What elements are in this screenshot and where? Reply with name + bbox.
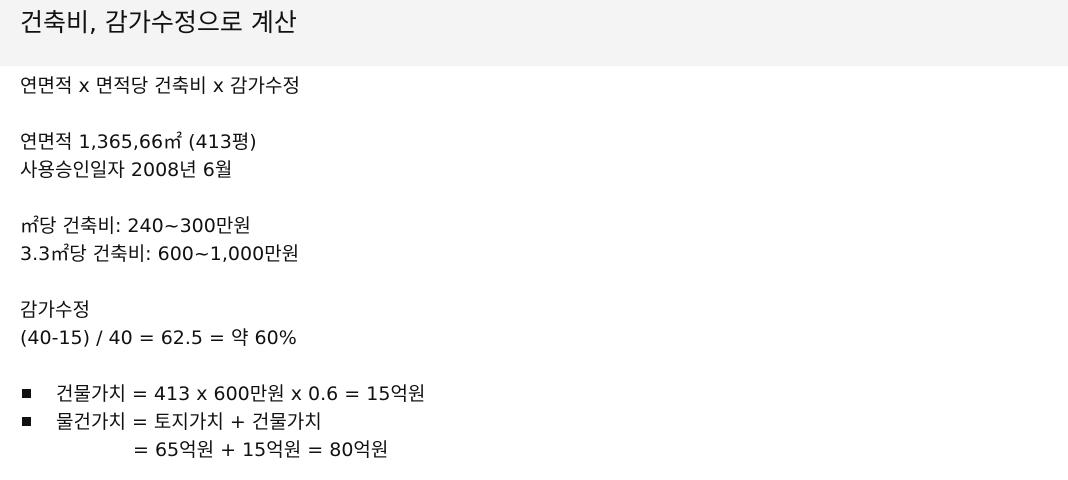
continuation-text: = 65억원 + 15억원 = 80억원 [133,439,389,461]
slide-body: 연면적 x 면적당 건축비 x 감가수정 연면적 1,365,66㎡ (413평… [20,72,1050,464]
cost-per-pyeong-text: 3.3㎡당 건축비: 600~1,000만원 [20,243,300,265]
area-text: 연면적 1,365,66㎡ (413평) [20,131,257,153]
spacer [20,100,1050,128]
approval-date-text: 사용승인일자 2008년 6월 [20,159,233,181]
depreciation-calc-text: (40-15) / 40 = 62.5 = 약 60% [20,327,297,349]
spacer [20,352,1050,380]
slide-title: 건축비, 감가수정으로 계산 [20,8,297,37]
bullet-text: 건물가치 = 413 x 600만원 x 0.6 = 15억원 [56,383,426,405]
cost-per-m2-text: ㎡당 건축비: 240~300만원 [20,215,251,237]
depreciation-heading: 감가수정 [20,299,90,321]
spacer [20,268,1050,296]
bullet-item: 물건가치 = 토지가치 + 건물가치 [20,408,1050,436]
formula-text: 연면적 x 면적당 건축비 x 감가수정 [20,75,300,97]
spacer [20,184,1050,212]
bullet-text: 물건가치 = 토지가치 + 건물가치 [56,411,322,433]
square-bullet-icon [22,417,31,426]
slide-header: 건축비, 감가수정으로 계산 [0,0,1068,66]
square-bullet-icon [22,389,31,398]
bullet-item: 건물가치 = 413 x 600만원 x 0.6 = 15억원 [20,380,1050,408]
